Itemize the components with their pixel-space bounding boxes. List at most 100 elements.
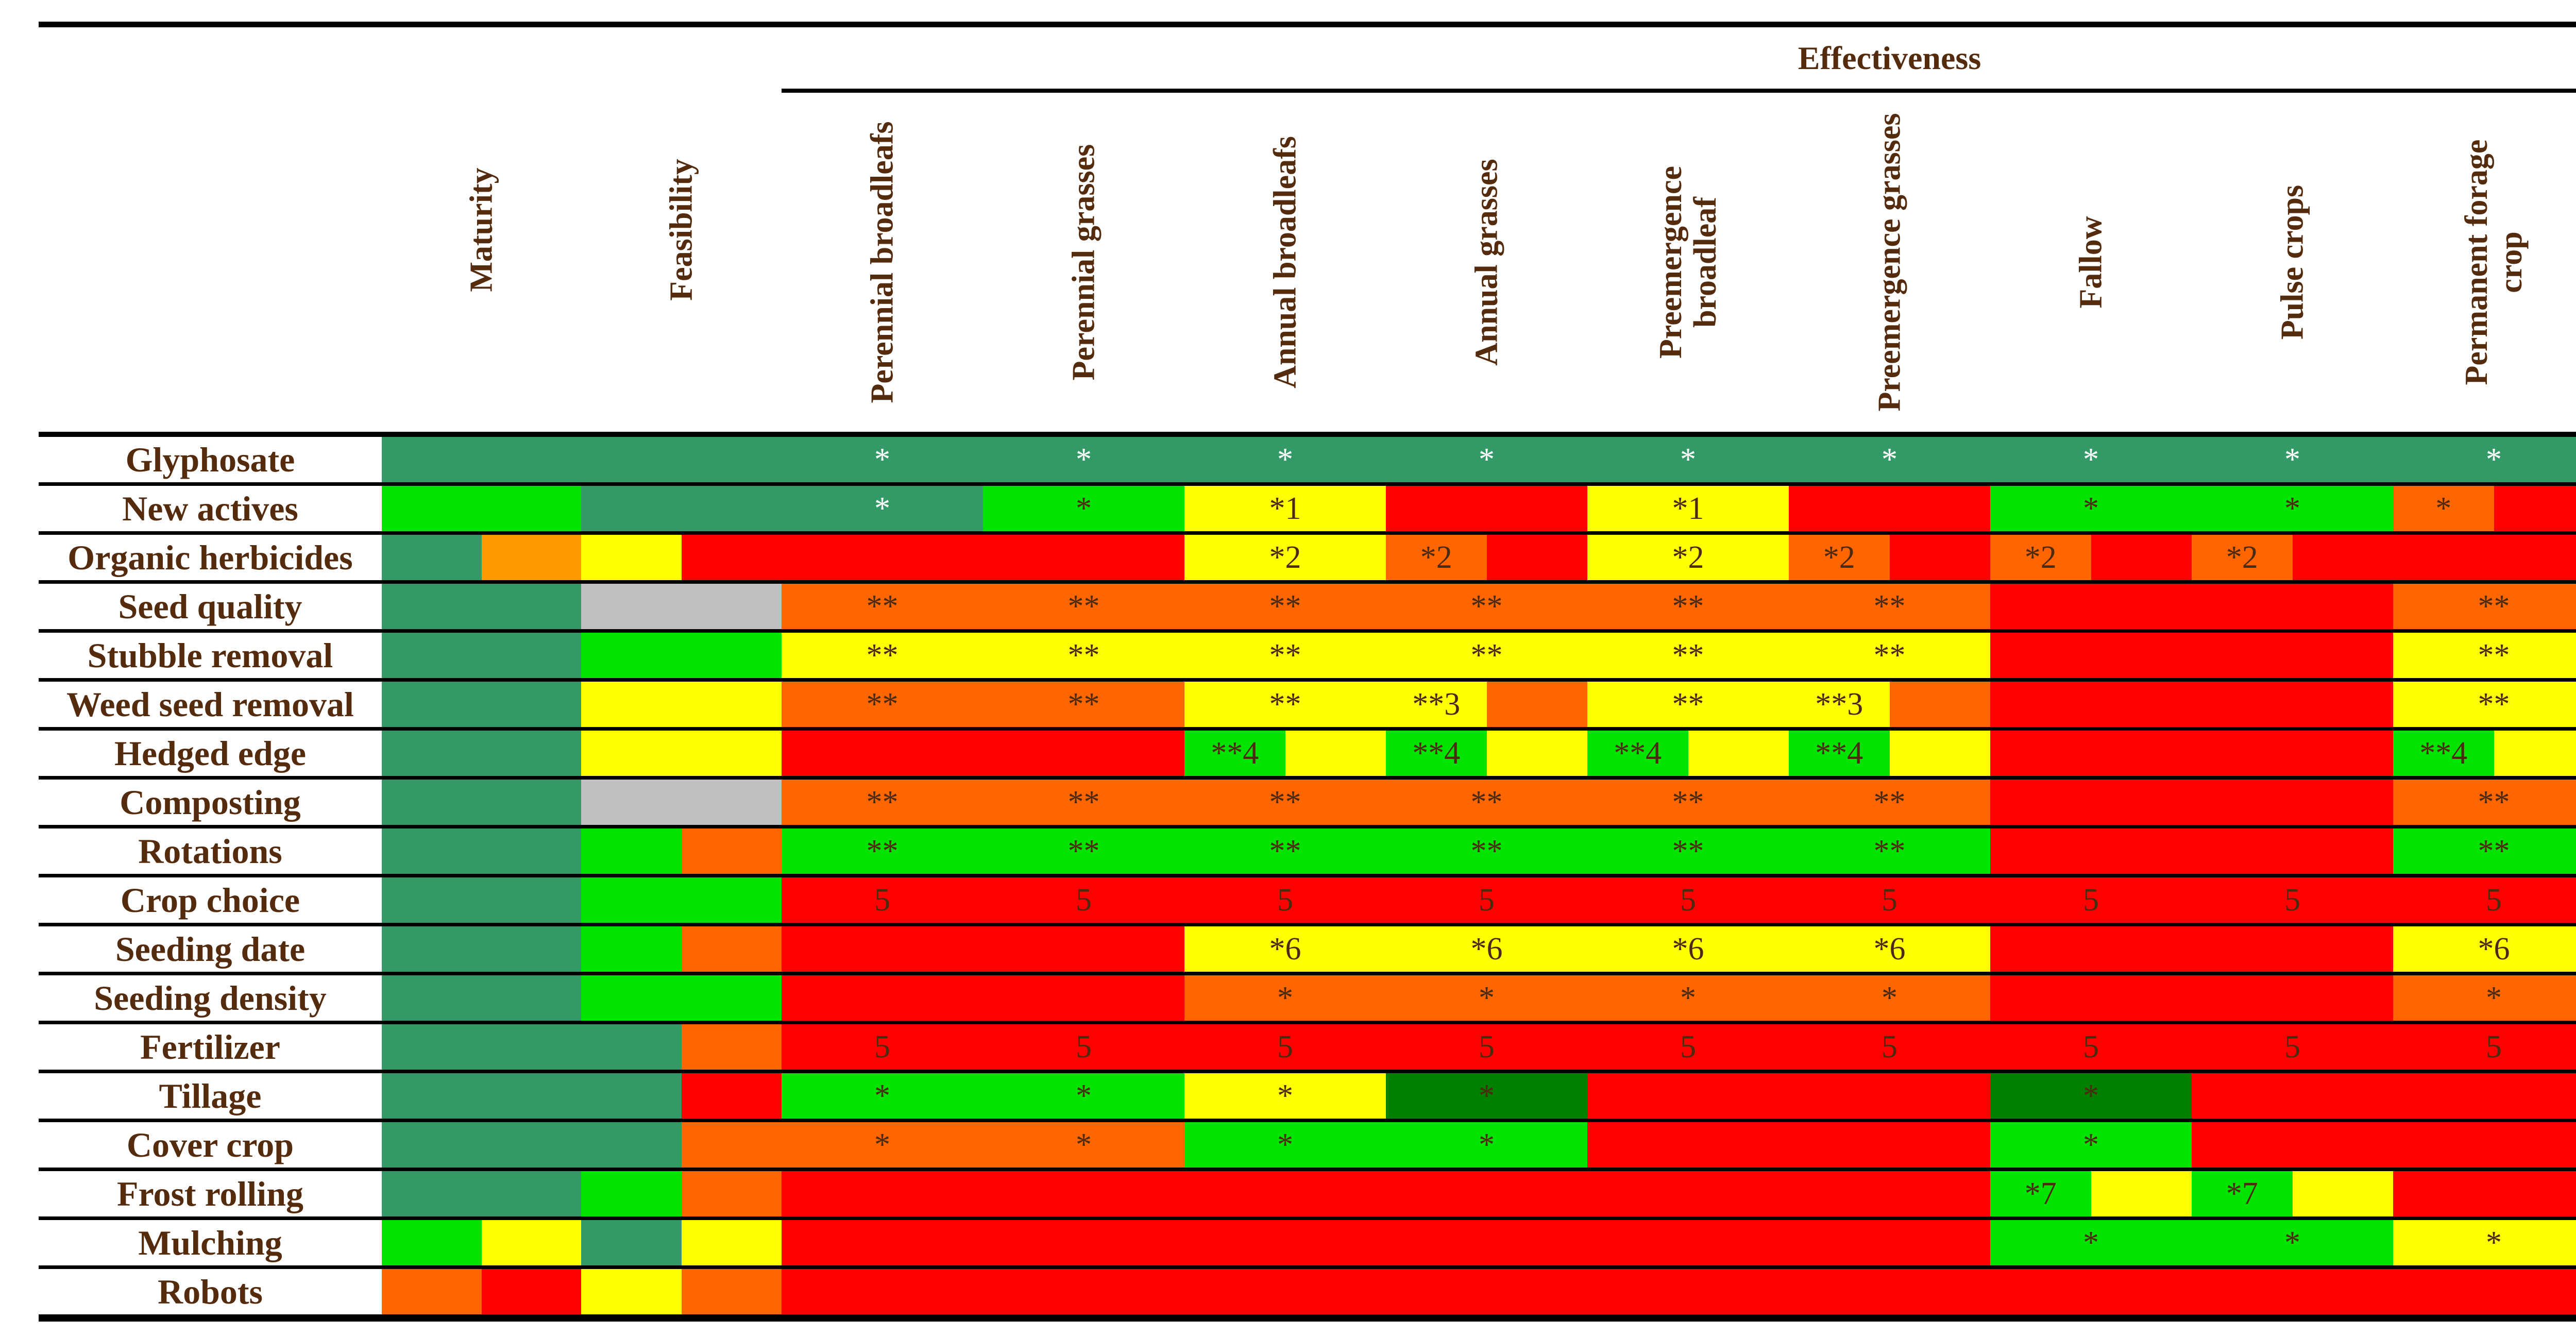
cell-fill [1789,1269,1990,1314]
cell-preemergence-grasses [1789,1171,1990,1216]
cell-half-fill: *7 [1990,1171,2091,1216]
cell-fallow: *2 [1990,535,2192,580]
cell-annual-grasses: * [1386,1073,1587,1119]
cell-half-fill: **4 [1386,731,1487,776]
cell-annotation: ** [866,834,899,869]
cell-preemergence-broadleaf [1587,1220,1789,1265]
cell-half-fill: **4 [1587,731,1688,776]
cell-pulse-crops [2192,584,2393,629]
cell-fallow [1990,1269,2192,1314]
cell-annual-broadleafs: ** [1184,633,1386,678]
cell-annotation: ** [1470,589,1503,624]
cell-fallow: * [1990,486,2192,531]
cell-preemergence-broadleaf: 5 [1587,877,1789,923]
cell-fill: 5 [2192,877,2393,923]
cell-annual-grasses: **4 [1386,731,1587,776]
cell-half-fill [1688,731,1789,776]
cell-fill: ** [1587,584,1789,629]
cell-fill: ** [1587,633,1789,678]
table-row-mulching: Mulching***** [39,1216,2576,1265]
cell-pulse-crops: 5 [2192,1024,2393,1070]
cell-fill: 5 [1990,877,2192,923]
cell-half-fill [2091,1171,2192,1216]
cell-fill: * [782,1122,983,1168]
cell-fill: ** [782,584,983,629]
cell-pulse-crops: * [2192,486,2393,531]
cell-half-fill [581,1122,682,1168]
cell-annotation: * [1076,491,1092,526]
cell-fill: ** [2393,828,2576,874]
cell-annual-grasses: ** [1386,633,1587,678]
cell-annotation: *7 [2226,1176,2258,1211]
cell-perennial-grasses [983,926,1184,972]
cell-annotation: * [1277,980,1293,1016]
cell-fill: 5 [2192,1024,2393,1070]
cell-annotation: ** [1470,785,1503,820]
cell-perennial-grasses [983,731,1184,776]
cell-annotation: **4 [1815,736,1863,771]
cell-annual-grasses [1386,1220,1587,1265]
cell-half-fill [681,1122,782,1168]
cell-annotation: *6 [1470,932,1503,967]
cell-fill: 5 [983,877,1184,923]
cell-fill [2192,975,2393,1021]
cell-half-fill [581,1269,682,1314]
cell-preemergence-grasses: ** [1789,828,1990,874]
cell-fill [382,1122,581,1168]
cell-annotation: 5 [1076,883,1092,918]
cell-annotation: * [1479,1127,1495,1162]
cell-fill [581,731,782,776]
cell-permanent-forage-crop: ** [2393,633,2576,678]
cell-permanent-forage-crop: ** [2393,682,2576,727]
cell-fill: 5 [2393,877,2576,923]
cell-preemergence-broadleaf [1587,1073,1789,1119]
cell-permanent-forage-crop [2393,1073,2576,1119]
cell-fill: ** [1386,633,1587,678]
column-header-label: Fallow [2073,216,2109,309]
cell-maturity [382,975,581,1021]
cell-annotation: *2 [1672,540,1704,575]
cell-half-fill [681,1220,782,1265]
cell-annotation: *2 [1269,540,1301,575]
cell-pulse-crops: *2 [2192,535,2393,580]
cell-maturity [382,584,581,629]
cell-annual-grasses: 5 [1386,877,1587,923]
cell-feasibility [581,926,782,972]
cell-annotation: * [1277,442,1293,477]
row-label: Tillage [39,1073,382,1119]
cell-pulse-crops [2192,682,2393,727]
cell-fill [1990,584,2192,629]
cell-fill: * [1789,975,1990,1021]
cell-permanent-forage-crop [2393,1269,2576,1314]
cell-fill [2192,731,2393,776]
column-header-fallow: Fallow [1990,93,2192,432]
cell-fill: * [1386,437,1587,482]
cell-annotation: *7 [2024,1176,2057,1211]
cell-annotation: ** [2478,687,2510,722]
table-row-weed-seed-removal: Weed seed removal ** ** ** **3 ** **3 ** [39,678,2576,727]
cell-annotation: * [2083,1225,2099,1260]
cell-fill [1990,1269,2192,1314]
cell-perennial-broadleafs [782,1269,983,1314]
cell-fill [983,1171,1184,1216]
cell-perennial-grasses: * [983,1073,1184,1119]
cell-annotation: *2 [2024,540,2057,575]
cell-annotation: * [2083,1127,2099,1162]
cell-half-fill [481,535,581,580]
table-row-composting: Composting ** ** ** ** ** ** ** [39,776,2576,825]
table-header: Maturity Feasibility Effectiveness Peren… [39,27,2576,437]
cell-annotation: **4 [1614,736,1662,771]
cell-annotation: ** [1269,638,1301,673]
cell-annotation: * [2486,980,2502,1016]
cell-permanent-forage-crop: ** [2393,828,2576,874]
column-header-pulse-crops: Pulse crops [2192,93,2393,432]
cell-maturity [382,926,581,972]
cell-fill [2393,535,2576,580]
cell-perennial-grasses: * [983,437,1184,482]
cell-fill: * [983,1122,1184,1168]
cell-perennial-broadleafs [782,926,983,972]
cell-annotation: ** [1269,834,1301,869]
cell-perennial-grasses: ** [983,828,1184,874]
cell-fill: * [782,437,983,482]
cell-fill: * [2192,1220,2393,1265]
